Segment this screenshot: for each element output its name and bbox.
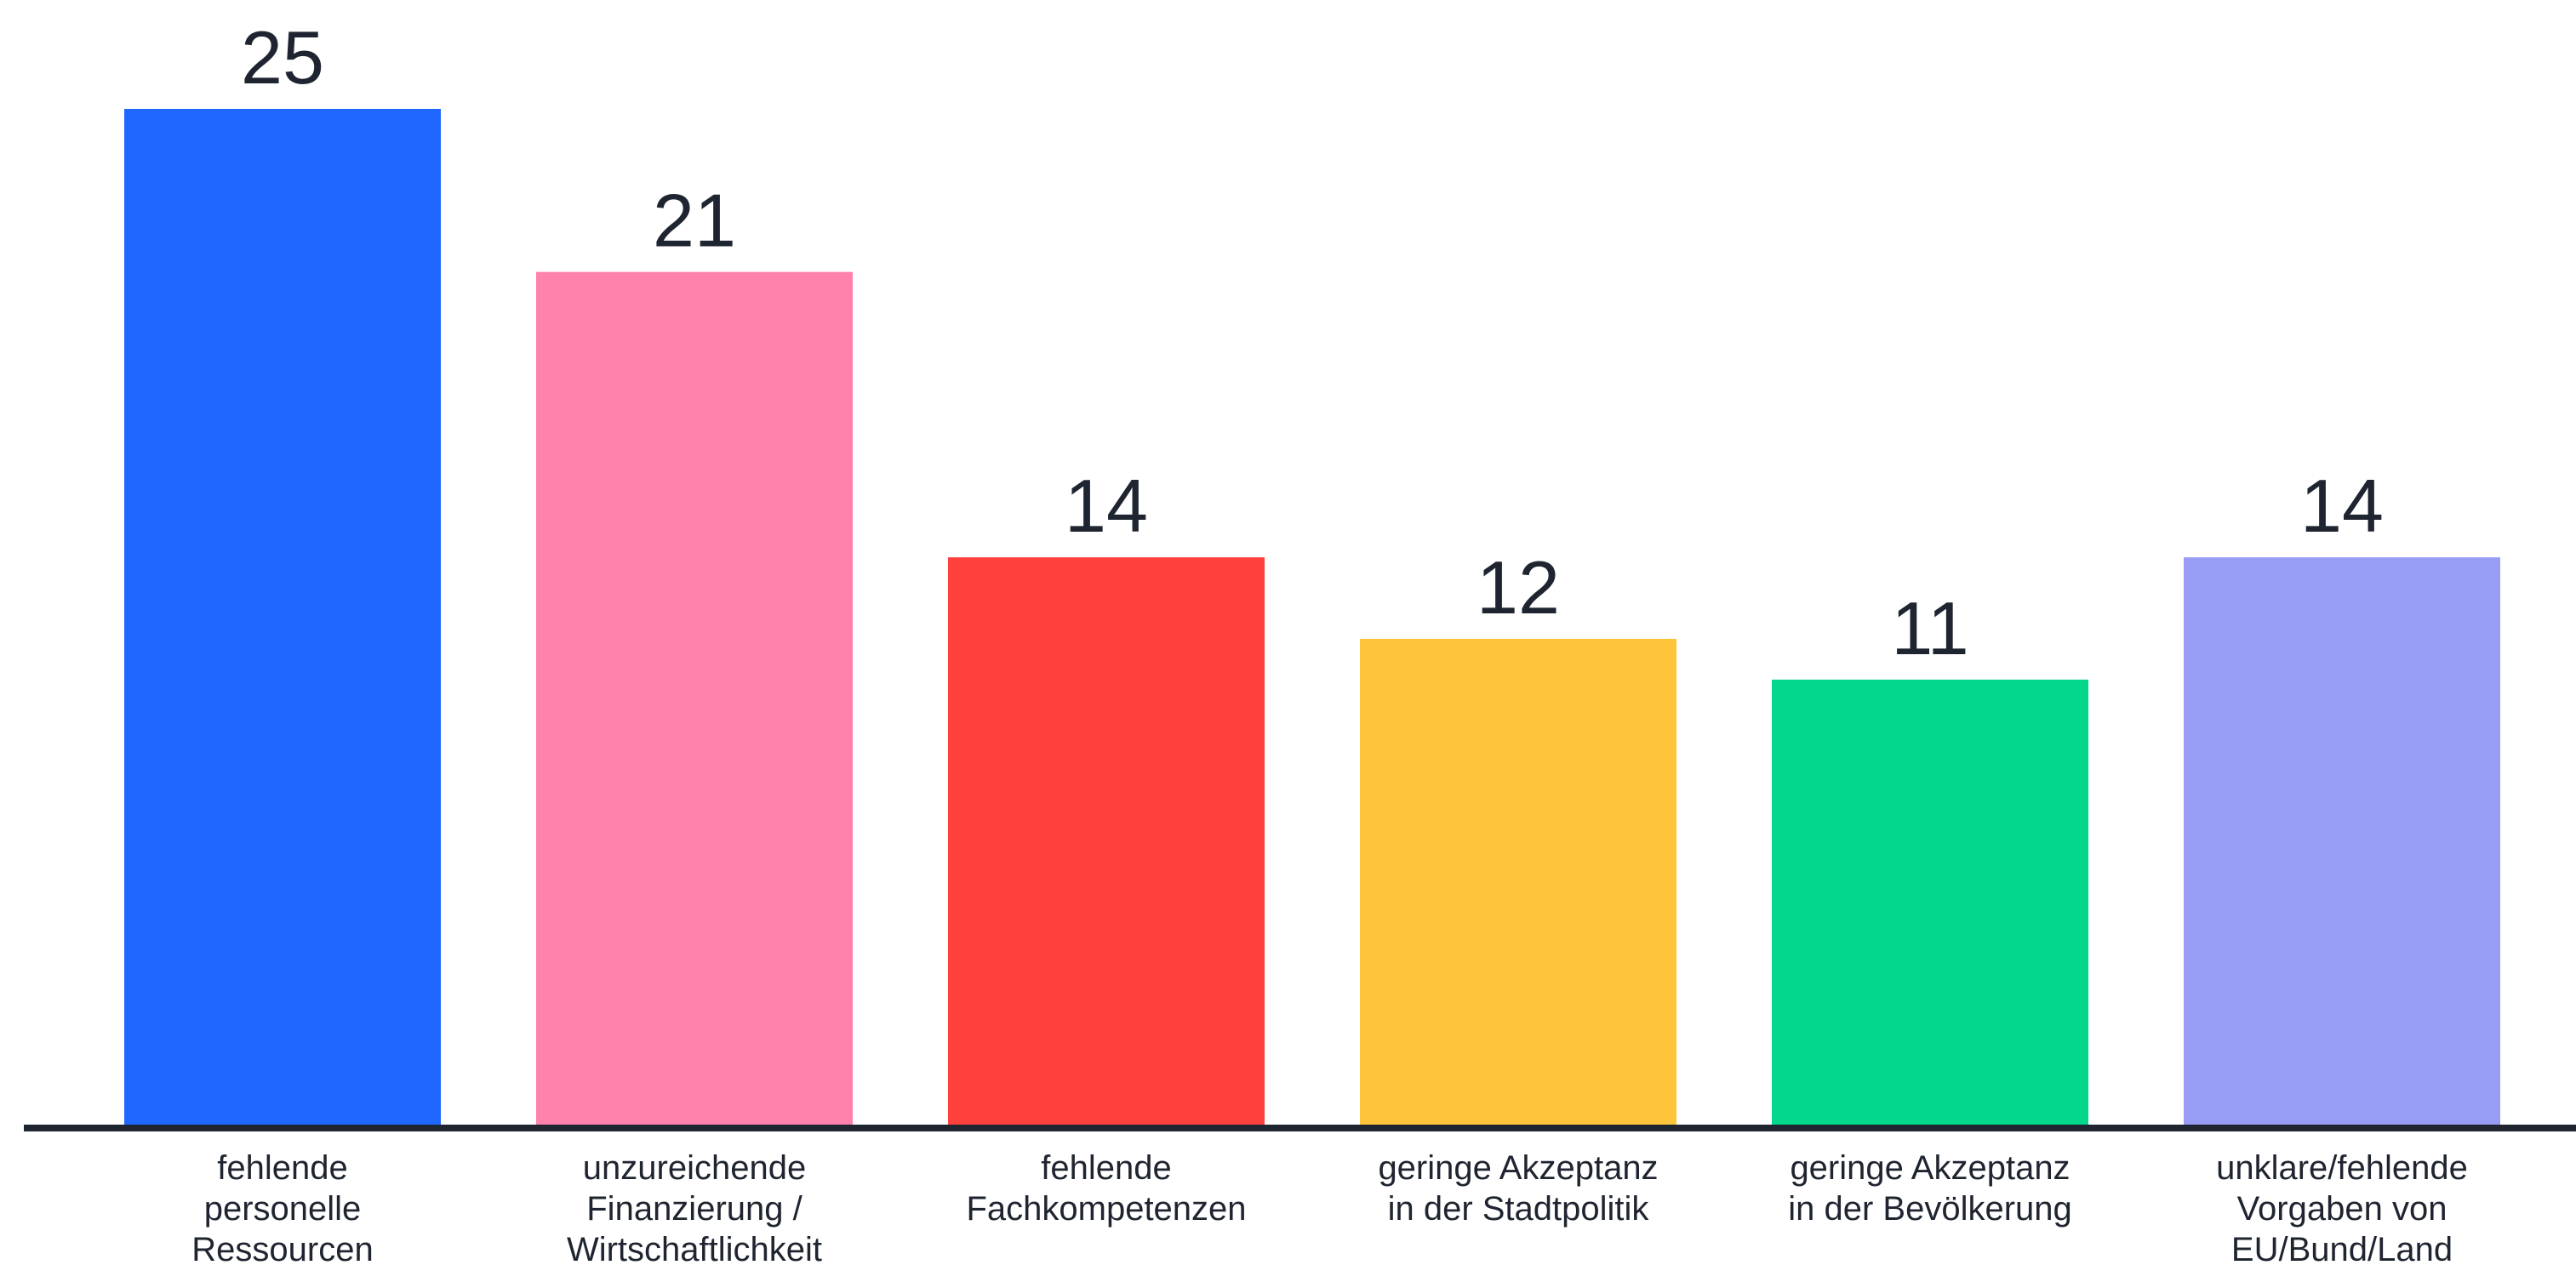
category-label-line: Finanzierung / xyxy=(586,1190,803,1228)
category-label-line: in der Bevölkerung xyxy=(1788,1190,2072,1228)
value-label-1: 25 xyxy=(241,15,324,100)
category-label-line: EU/Bund/Land xyxy=(2231,1231,2453,1265)
category-label-line: geringe Akzeptanz xyxy=(1790,1149,2070,1187)
category-label-line: Ressourcen xyxy=(191,1231,373,1265)
value-label-6: 14 xyxy=(2300,464,2384,548)
bar-1 xyxy=(124,109,441,1128)
bar-3 xyxy=(948,557,1265,1128)
bars-layer xyxy=(124,109,2500,1128)
category-label-3: fehlende Fachkompetenzen xyxy=(966,1149,1246,1228)
value-label-4: 12 xyxy=(1476,545,1560,630)
bar-4 xyxy=(1360,638,1676,1128)
bar-5 xyxy=(1772,679,2088,1128)
category-label-line: geringe Akzeptanz xyxy=(1378,1149,1658,1187)
category-label-line: Vorgaben von xyxy=(2237,1190,2447,1228)
category-label-6: unklare/fehlende Vorgaben von EU/Bund/Land xyxy=(2216,1149,2468,1265)
category-label-line: unzureichende xyxy=(583,1149,806,1187)
category-label-1: fehlende personelle Ressourcen xyxy=(191,1149,373,1265)
category-label-2: unzureichende Finanzierung / Wirtschaftlic… xyxy=(567,1149,822,1265)
category-label-5: geringe Akzeptanz in der Bevölkerung xyxy=(1788,1149,2072,1228)
category-label-4: geringe Akzeptanz in der Stadtpolitik xyxy=(1378,1149,1658,1228)
bar-6 xyxy=(2184,557,2500,1128)
category-label-line: Wirtschaftlichkeit xyxy=(567,1231,822,1265)
category-label-line: Fachkompetenzen xyxy=(966,1190,1246,1228)
category-label-line: personelle xyxy=(204,1190,362,1228)
value-label-5: 11 xyxy=(1891,586,1968,670)
category-labels-layer: fehlende personelle Ressourcenunzureichend… xyxy=(191,1149,2468,1265)
category-label-line: in der Stadtpolitik xyxy=(1388,1190,1650,1228)
value-label-2: 21 xyxy=(653,179,736,263)
category-label-line: unklare/fehlende xyxy=(2216,1149,2468,1187)
value-label-3: 14 xyxy=(1065,464,1148,548)
category-label-line: fehlende xyxy=(1041,1149,1171,1187)
bar-2 xyxy=(536,271,853,1128)
category-label-line: fehlende xyxy=(217,1149,347,1187)
value-labels-layer: 25 21 14 12 11 14 xyxy=(241,15,2384,670)
